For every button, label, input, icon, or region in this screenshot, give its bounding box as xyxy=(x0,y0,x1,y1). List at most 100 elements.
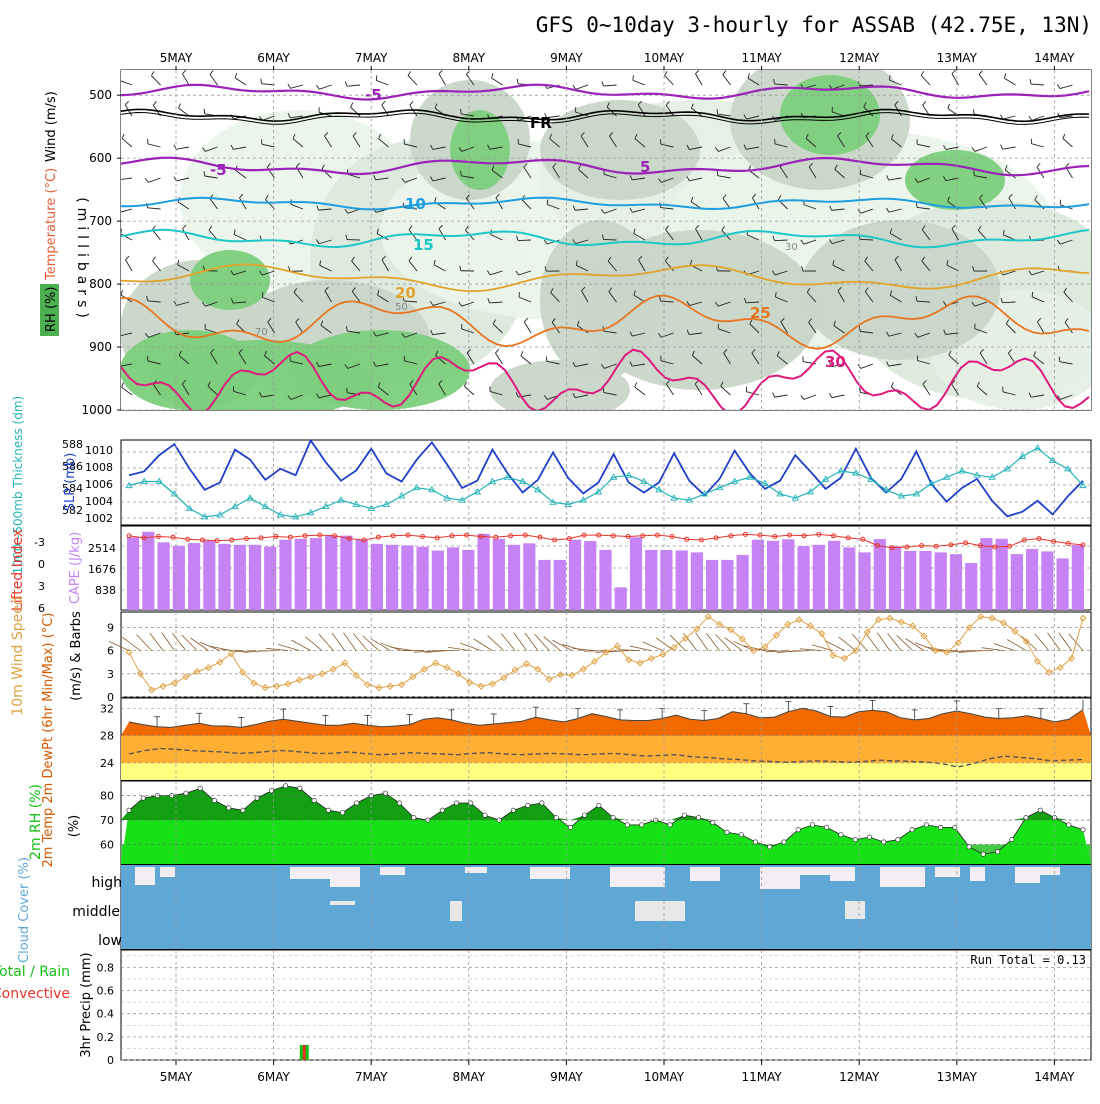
wind-barb xyxy=(319,634,333,651)
cape-bar xyxy=(950,554,962,610)
wind-barb xyxy=(584,651,606,652)
rh-shading xyxy=(905,150,1005,210)
cape-bar xyxy=(538,560,550,610)
cape-bar xyxy=(310,538,322,610)
top-day-label: 9MAY xyxy=(550,51,583,65)
wind-barb xyxy=(788,651,810,652)
cape-bar xyxy=(462,550,474,610)
rh-marker xyxy=(1024,815,1028,819)
wind-legend-label: Wind (m/s) xyxy=(44,91,59,162)
pressure-tick-label: 600 xyxy=(89,151,112,165)
pressure-tick-label: 1000 xyxy=(81,403,112,417)
wind-barb-flag xyxy=(633,75,634,80)
wind-barb xyxy=(162,633,175,651)
panel-frame-slp xyxy=(121,440,1091,525)
lifted-index-tick-label: 0 xyxy=(38,558,45,571)
cape-bar xyxy=(295,539,307,610)
wind-barb-flag xyxy=(117,175,119,180)
bottom-day-label: 8MAY xyxy=(452,1070,485,1084)
wind-barb-flag xyxy=(262,292,263,297)
rh-marker xyxy=(412,815,416,819)
bottom-day-label: 9MAY xyxy=(550,1070,583,1084)
wind-barb xyxy=(1048,633,1061,651)
wind-barb xyxy=(137,635,152,651)
bottom-day-label: 14MAY xyxy=(1034,1070,1075,1084)
rh-marker xyxy=(910,828,914,832)
wind-barb xyxy=(343,633,356,651)
precip-convective-bar xyxy=(303,1045,306,1060)
isotherm-label: 30 xyxy=(825,353,846,371)
cape-bar xyxy=(904,551,916,610)
cape-bar xyxy=(432,551,444,610)
rh-marker xyxy=(326,808,330,812)
cloud-middle-gap xyxy=(330,901,355,905)
rh-marker xyxy=(995,850,999,854)
cloud-high-gap xyxy=(465,867,487,873)
rh-marker xyxy=(753,840,757,844)
cape-bar xyxy=(508,545,520,610)
cape-bar xyxy=(523,543,535,610)
wind-barb xyxy=(877,633,890,651)
rh-marker xyxy=(454,801,458,805)
wind-barb-flag xyxy=(347,326,348,331)
pressure-axis-label: (millibars) xyxy=(74,197,90,323)
top-day-label: 13MAY xyxy=(937,51,978,65)
panel-frame-precip xyxy=(121,950,1091,1060)
cape-bar xyxy=(813,545,825,610)
bottom-day-label: 10MAY xyxy=(644,1070,685,1084)
rh-marker xyxy=(882,840,886,844)
rh-marker xyxy=(739,833,743,837)
precip-axis-label: 3hr Precip (mm) xyxy=(79,952,94,1057)
rh-marker xyxy=(582,813,586,817)
precip-tick-label: 0.2 xyxy=(97,1031,115,1044)
cape-bar xyxy=(691,552,703,610)
cape-bar xyxy=(1011,554,1023,610)
cloud-high-gap xyxy=(330,867,360,887)
wind-barb xyxy=(1035,634,1049,651)
wind-barb xyxy=(363,636,379,651)
cape-bar xyxy=(554,560,566,610)
rh-marker xyxy=(141,796,145,800)
thickness-line xyxy=(129,448,1083,517)
cape-bar xyxy=(127,537,139,610)
bottom-day-label: 12MAY xyxy=(839,1070,880,1084)
rh-marker xyxy=(1038,808,1042,812)
rh-shading xyxy=(540,100,700,200)
slp-tick-label: 1006 xyxy=(85,478,113,491)
slp-tick-label: 1008 xyxy=(85,461,113,474)
bottom-day-label: 13MAY xyxy=(937,1070,978,1084)
wind-barb xyxy=(800,649,822,651)
rh-contour-label: 30 xyxy=(785,242,798,253)
rh-area-above-70 xyxy=(121,786,1091,820)
wind-barb xyxy=(852,634,867,650)
rh-marker xyxy=(668,823,672,827)
wind-tick-label: 9 xyxy=(107,621,114,634)
cloud-high-gap xyxy=(290,867,330,879)
rh-marker xyxy=(269,789,273,793)
precip-tick-label: 0.6 xyxy=(97,985,115,998)
top-day-label: 10MAY xyxy=(644,51,685,65)
top-day-label: 11MAY xyxy=(741,51,782,65)
cloud-middle-gap xyxy=(635,901,685,921)
wind-barb xyxy=(391,647,413,650)
wind-barb xyxy=(305,637,322,651)
rh-marker xyxy=(355,801,359,805)
rh-marker xyxy=(825,825,829,829)
wind-barb xyxy=(514,633,527,651)
cape-axis-label: CAPE (J/kg) xyxy=(68,532,83,604)
cape-bar xyxy=(218,544,230,610)
cloud-high-gap xyxy=(1015,867,1040,883)
temperature-legend-label: Temperature (°C) xyxy=(44,168,59,281)
cape-bar xyxy=(599,550,611,610)
lifted-index-tick-label: -3 xyxy=(34,536,45,549)
cape-bar xyxy=(737,555,749,610)
cape-bar xyxy=(173,546,185,610)
wind-tick-label: 6 xyxy=(107,645,114,658)
rh-marker xyxy=(212,798,216,802)
rh-marker xyxy=(526,803,530,807)
